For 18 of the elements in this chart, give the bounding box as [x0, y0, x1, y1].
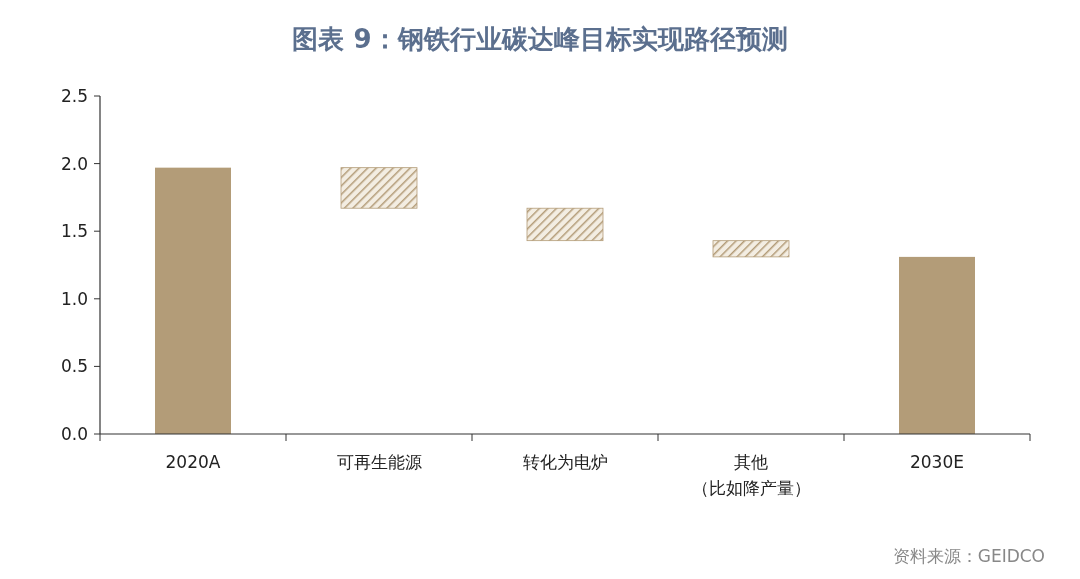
text: 资料来源：GEIDCO — [892, 546, 1045, 566]
y-tick-label: 2.5 — [60, 86, 88, 106]
y-tick-label: 0.0 — [60, 424, 88, 444]
bar — [340, 167, 418, 209]
x-tick-label: 可再生能源 — [336, 452, 422, 472]
chart-title: 图表 9：钢铁行业碳达峰目标实现路径预测 — [292, 24, 788, 54]
y-tick-label: 2.0 — [60, 153, 88, 174]
bar — [712, 240, 790, 258]
bar — [526, 207, 604, 242]
x-tick-label: 2020A — [165, 452, 221, 472]
bar — [155, 167, 231, 434]
x-tick-label: 2030E — [909, 452, 965, 472]
y-tick-label: 1.5 — [60, 221, 88, 242]
bar — [899, 256, 975, 434]
x-tick-label: 其他（比如降产量） — [691, 452, 811, 498]
x-tick-label: 转化为电炉 — [522, 452, 608, 472]
y-tick-label: 1.0 — [60, 288, 88, 309]
y-tick-label: 0.5 — [60, 356, 88, 377]
